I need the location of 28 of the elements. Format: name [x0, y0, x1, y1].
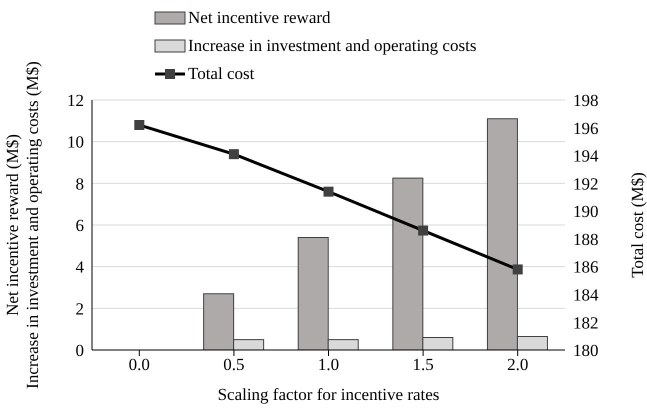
- x-tick-label: 0.5: [223, 355, 245, 374]
- y-tick-label: 2: [76, 299, 84, 318]
- y-tick-label: 6: [76, 216, 84, 236]
- y-axis-title: Net incentive reward (M$) Increase in investment and operating costs (M$): [3, 61, 42, 389]
- x-axis-title: Scaling factor for incentive rates: [218, 385, 440, 404]
- x-tick-label: 2.0: [507, 355, 528, 374]
- y2-tick-label: 190: [573, 202, 598, 222]
- legend-label: Total cost: [188, 64, 254, 84]
- y2-tick-label: 194: [573, 146, 599, 166]
- y2-axis-title: Total cost (M$): [628, 172, 647, 278]
- y2-tick-label: 184: [573, 285, 599, 304]
- y-tick-label: 4: [76, 258, 84, 277]
- y2-tick-label: 192: [573, 174, 598, 194]
- y-tick-label: 10: [67, 132, 84, 152]
- y2-tick-label: 186: [573, 258, 598, 277]
- y-tick-label: 8: [76, 174, 84, 194]
- legend-label: Increase in investment and operating costs: [188, 36, 476, 56]
- legend-label: Net incentive reward: [188, 8, 331, 28]
- x-tick-label: 1.5: [412, 355, 434, 374]
- y2-tick-label: 182: [573, 313, 598, 332]
- y2-tick-label: 188: [573, 230, 598, 249]
- y2-tick-label: 196: [573, 118, 598, 138]
- y2-tick-label: 198: [573, 91, 598, 110]
- y-tick-label: 12: [67, 91, 84, 110]
- y2-tick-label: 180: [573, 341, 598, 360]
- y-tick-label: 0: [76, 341, 84, 360]
- x-tick-label: 1.0: [318, 355, 340, 374]
- x-tick-label: 0.0: [128, 355, 150, 374]
